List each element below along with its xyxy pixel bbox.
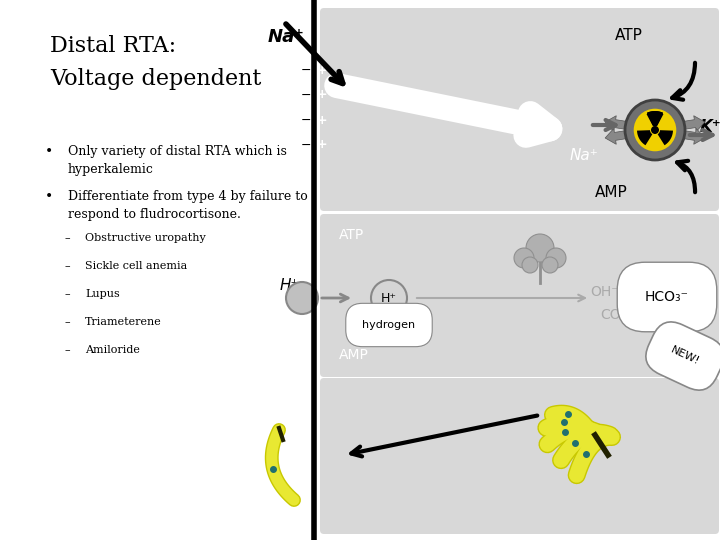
FancyBboxPatch shape [320, 8, 719, 211]
Text: HCO₃⁻: HCO₃⁻ [645, 290, 689, 304]
Text: Triameterene: Triameterene [85, 317, 162, 327]
Text: Na⁺: Na⁺ [267, 28, 304, 46]
FancyArrow shape [670, 116, 705, 132]
Text: +: + [317, 113, 328, 126]
Polygon shape [647, 111, 663, 126]
Circle shape [542, 257, 558, 273]
Circle shape [286, 282, 318, 314]
Text: respond to fludrocortisone.: respond to fludrocortisone. [68, 208, 241, 221]
Text: −: − [301, 64, 311, 77]
Circle shape [625, 100, 685, 160]
Circle shape [526, 234, 554, 262]
Text: NEW!: NEW! [669, 345, 701, 367]
Text: +: + [317, 138, 328, 152]
FancyBboxPatch shape [320, 378, 719, 534]
Text: Distal RTA:: Distal RTA: [50, 35, 176, 57]
FancyArrow shape [670, 129, 705, 144]
Text: Voltage dependent: Voltage dependent [50, 68, 261, 90]
Text: Differentiate from type 4 by failure to: Differentiate from type 4 by failure to [68, 190, 307, 203]
Text: •: • [45, 190, 53, 204]
Circle shape [651, 126, 659, 134]
Text: AMP: AMP [595, 185, 628, 200]
Text: hyperkalemic: hyperkalemic [68, 163, 154, 176]
Text: OH⁻: OH⁻ [590, 285, 618, 299]
Circle shape [371, 280, 407, 316]
Text: Na⁺: Na⁺ [570, 148, 599, 163]
Polygon shape [657, 130, 673, 145]
Text: −: − [301, 138, 311, 152]
FancyArrow shape [605, 116, 641, 132]
Text: •: • [45, 145, 53, 159]
Text: Obstructive uropathy: Obstructive uropathy [85, 233, 206, 243]
Circle shape [522, 257, 538, 273]
Text: H⁺: H⁺ [381, 292, 397, 305]
Text: H⁺: H⁺ [279, 278, 299, 293]
Text: +: + [317, 89, 328, 102]
Text: –: – [65, 289, 71, 299]
Text: ATP: ATP [615, 28, 643, 43]
Text: –: – [65, 317, 71, 327]
Text: K⁺: K⁺ [700, 118, 720, 136]
Polygon shape [647, 112, 663, 126]
Circle shape [514, 248, 534, 268]
FancyArrow shape [605, 129, 641, 144]
Text: hydrogen: hydrogen [362, 320, 415, 330]
Text: AMP: AMP [339, 348, 369, 362]
Text: –: – [65, 261, 71, 271]
Circle shape [546, 248, 566, 268]
Text: ATP: ATP [339, 228, 364, 242]
Text: Amiloride: Amiloride [85, 345, 140, 355]
FancyBboxPatch shape [320, 214, 719, 377]
Circle shape [633, 108, 677, 152]
Text: –: – [65, 233, 71, 243]
Text: Sickle cell anemia: Sickle cell anemia [85, 261, 187, 271]
Text: −: − [301, 113, 311, 126]
Text: CO₂: CO₂ [600, 308, 626, 322]
Text: −: − [301, 89, 311, 102]
Polygon shape [637, 130, 652, 145]
Text: +: + [317, 64, 328, 77]
Polygon shape [647, 111, 663, 126]
Text: –: – [65, 345, 71, 355]
Text: Lupus: Lupus [85, 289, 120, 299]
Text: Only variety of distal RTA which is: Only variety of distal RTA which is [68, 145, 287, 158]
